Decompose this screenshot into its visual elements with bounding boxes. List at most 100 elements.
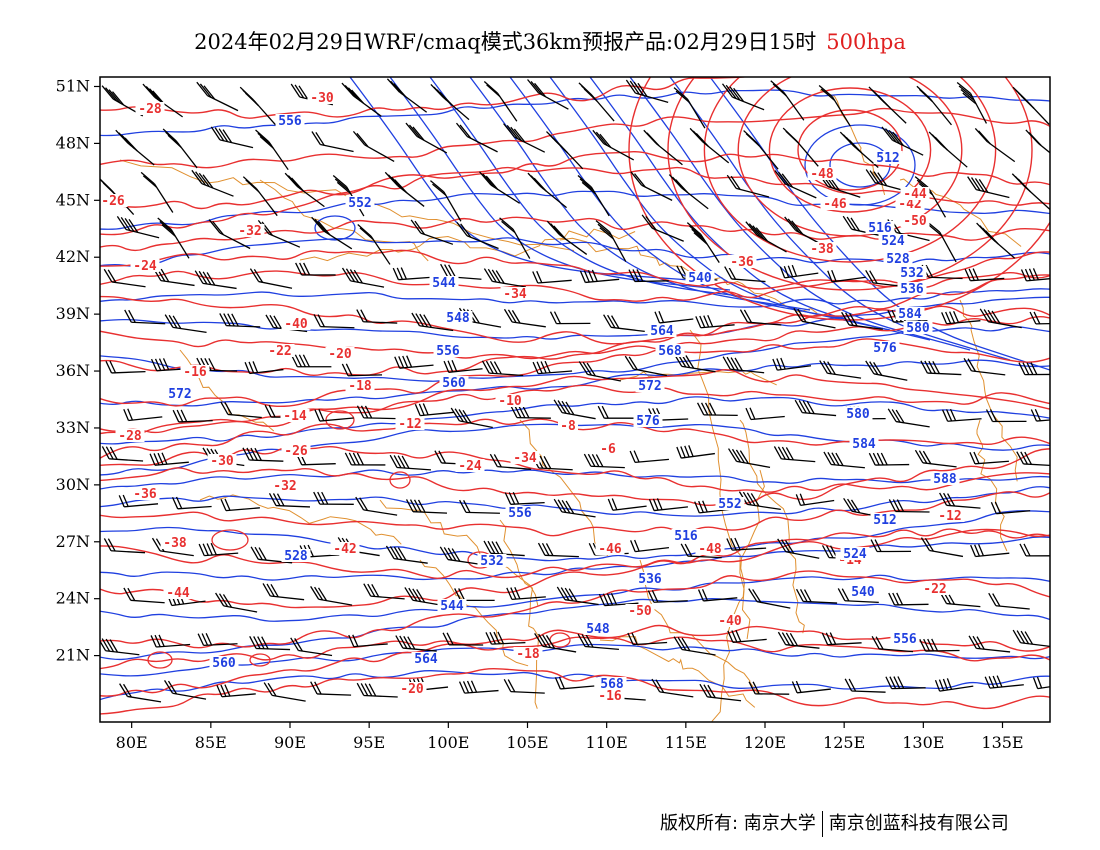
wind-barb	[385, 545, 428, 564]
contour-label: -6	[600, 442, 616, 457]
wind-barb	[625, 79, 669, 103]
wind-barb	[450, 407, 493, 429]
contour-label: 576	[636, 414, 660, 429]
contour-label: -20	[328, 347, 352, 362]
wind-barb	[105, 360, 146, 374]
wind-barb	[579, 269, 620, 284]
wind-barb	[284, 172, 325, 208]
contour-label: 512	[876, 151, 899, 166]
wind-barb	[970, 544, 1010, 558]
contour-label: -22	[923, 582, 946, 597]
wind-barb	[920, 360, 962, 376]
wind-barb	[837, 588, 879, 604]
temperature-contour	[100, 151, 1050, 210]
wind-barb	[939, 492, 981, 509]
temperature-contour	[100, 166, 1050, 236]
temperature-contour	[147, 651, 173, 669]
lon-tick-label: 95E	[353, 733, 385, 752]
contour-label: -16	[598, 689, 622, 704]
contour-label: -10	[498, 394, 522, 409]
lon-tick-label: 110E	[586, 733, 628, 752]
wind-barb	[115, 129, 155, 166]
contour-label-bg	[307, 91, 337, 104]
wind-barb	[118, 494, 159, 508]
wind-barb	[503, 679, 545, 694]
contour-label-bg	[695, 542, 725, 555]
wind-barb	[697, 588, 738, 602]
wind-barb	[651, 678, 694, 698]
contour-label: 536	[638, 572, 662, 587]
wind-barb	[208, 219, 251, 250]
contour-label: -34	[513, 451, 537, 466]
wind-barb	[249, 268, 293, 289]
wind-barb	[341, 82, 382, 117]
contour-label: 584	[898, 307, 922, 322]
wind-barb	[532, 360, 573, 375]
wind-barb	[483, 80, 518, 122]
wind-barb	[772, 357, 812, 371]
height-contour	[100, 536, 1050, 581]
wind-barb	[554, 676, 595, 690]
wind-barb	[483, 268, 526, 288]
contour-label: 584	[852, 437, 876, 452]
contour-label: 516	[674, 529, 698, 544]
contour-label-bg	[325, 347, 355, 360]
contour-label: -24	[133, 259, 157, 274]
contour-label-bg	[900, 214, 930, 227]
wind-barb	[990, 501, 1031, 515]
contour-label: -20	[400, 682, 424, 697]
wind-barb	[430, 180, 462, 222]
wind-barb	[219, 313, 261, 328]
wind-barbs	[100, 78, 1050, 703]
wind-barb	[782, 127, 819, 167]
wind-barb	[1032, 676, 1050, 690]
wind-barb	[341, 267, 385, 288]
wind-barb	[793, 308, 836, 329]
height-contour	[829, 142, 891, 188]
wind-barb	[534, 633, 577, 653]
wind-barb	[553, 498, 596, 518]
contour-label: -24	[458, 459, 482, 474]
wind-barb	[968, 635, 1011, 653]
contour-label: -26	[284, 444, 308, 459]
wind-barb	[676, 445, 715, 459]
contour-label-bg	[397, 682, 427, 695]
footer-right: 南京创蓝科技有限公司	[828, 813, 1009, 834]
wind-barb	[603, 314, 645, 333]
wind-barb	[818, 85, 851, 127]
contour-label-bg	[281, 444, 311, 457]
wind-barb	[313, 491, 354, 505]
contour-label: 556	[508, 506, 532, 521]
wind-barb	[928, 131, 968, 168]
wind-barb	[124, 309, 166, 325]
contour-label-bg	[495, 394, 525, 407]
wind-barb	[430, 83, 470, 121]
wind-barb	[215, 592, 258, 613]
height-contour	[100, 359, 1050, 407]
contour-label: -44	[903, 187, 927, 202]
contour-label: 524	[881, 234, 905, 249]
wind-barb	[865, 169, 909, 193]
lon-tick-label: 80E	[116, 733, 148, 752]
height-contour	[100, 574, 1050, 622]
contour-label: 564	[650, 324, 674, 339]
wind-barb	[956, 81, 988, 124]
coastline	[819, 89, 886, 196]
height-contour	[100, 326, 1050, 382]
wind-barb	[743, 130, 779, 170]
wind-barb	[442, 632, 484, 646]
wind-barb	[101, 446, 144, 462]
lon-tick-label: 130E	[902, 733, 944, 752]
contour-label-bg	[163, 586, 193, 599]
contour-label-bg	[510, 451, 540, 464]
contour-label-bg	[727, 255, 757, 268]
wind-barb	[239, 86, 277, 126]
temperature-contour	[703, 77, 997, 263]
contour-label-bg	[558, 419, 578, 432]
contour-label: -26	[101, 194, 125, 209]
lat-tick-label: 33N	[56, 418, 90, 437]
wind-barb	[984, 675, 1024, 689]
wind-barb	[921, 264, 963, 280]
temperature-contour	[100, 338, 1050, 408]
temperature-contour	[797, 109, 903, 191]
